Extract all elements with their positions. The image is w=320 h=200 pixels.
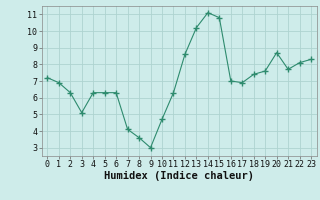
X-axis label: Humidex (Indice chaleur): Humidex (Indice chaleur) (104, 171, 254, 181)
